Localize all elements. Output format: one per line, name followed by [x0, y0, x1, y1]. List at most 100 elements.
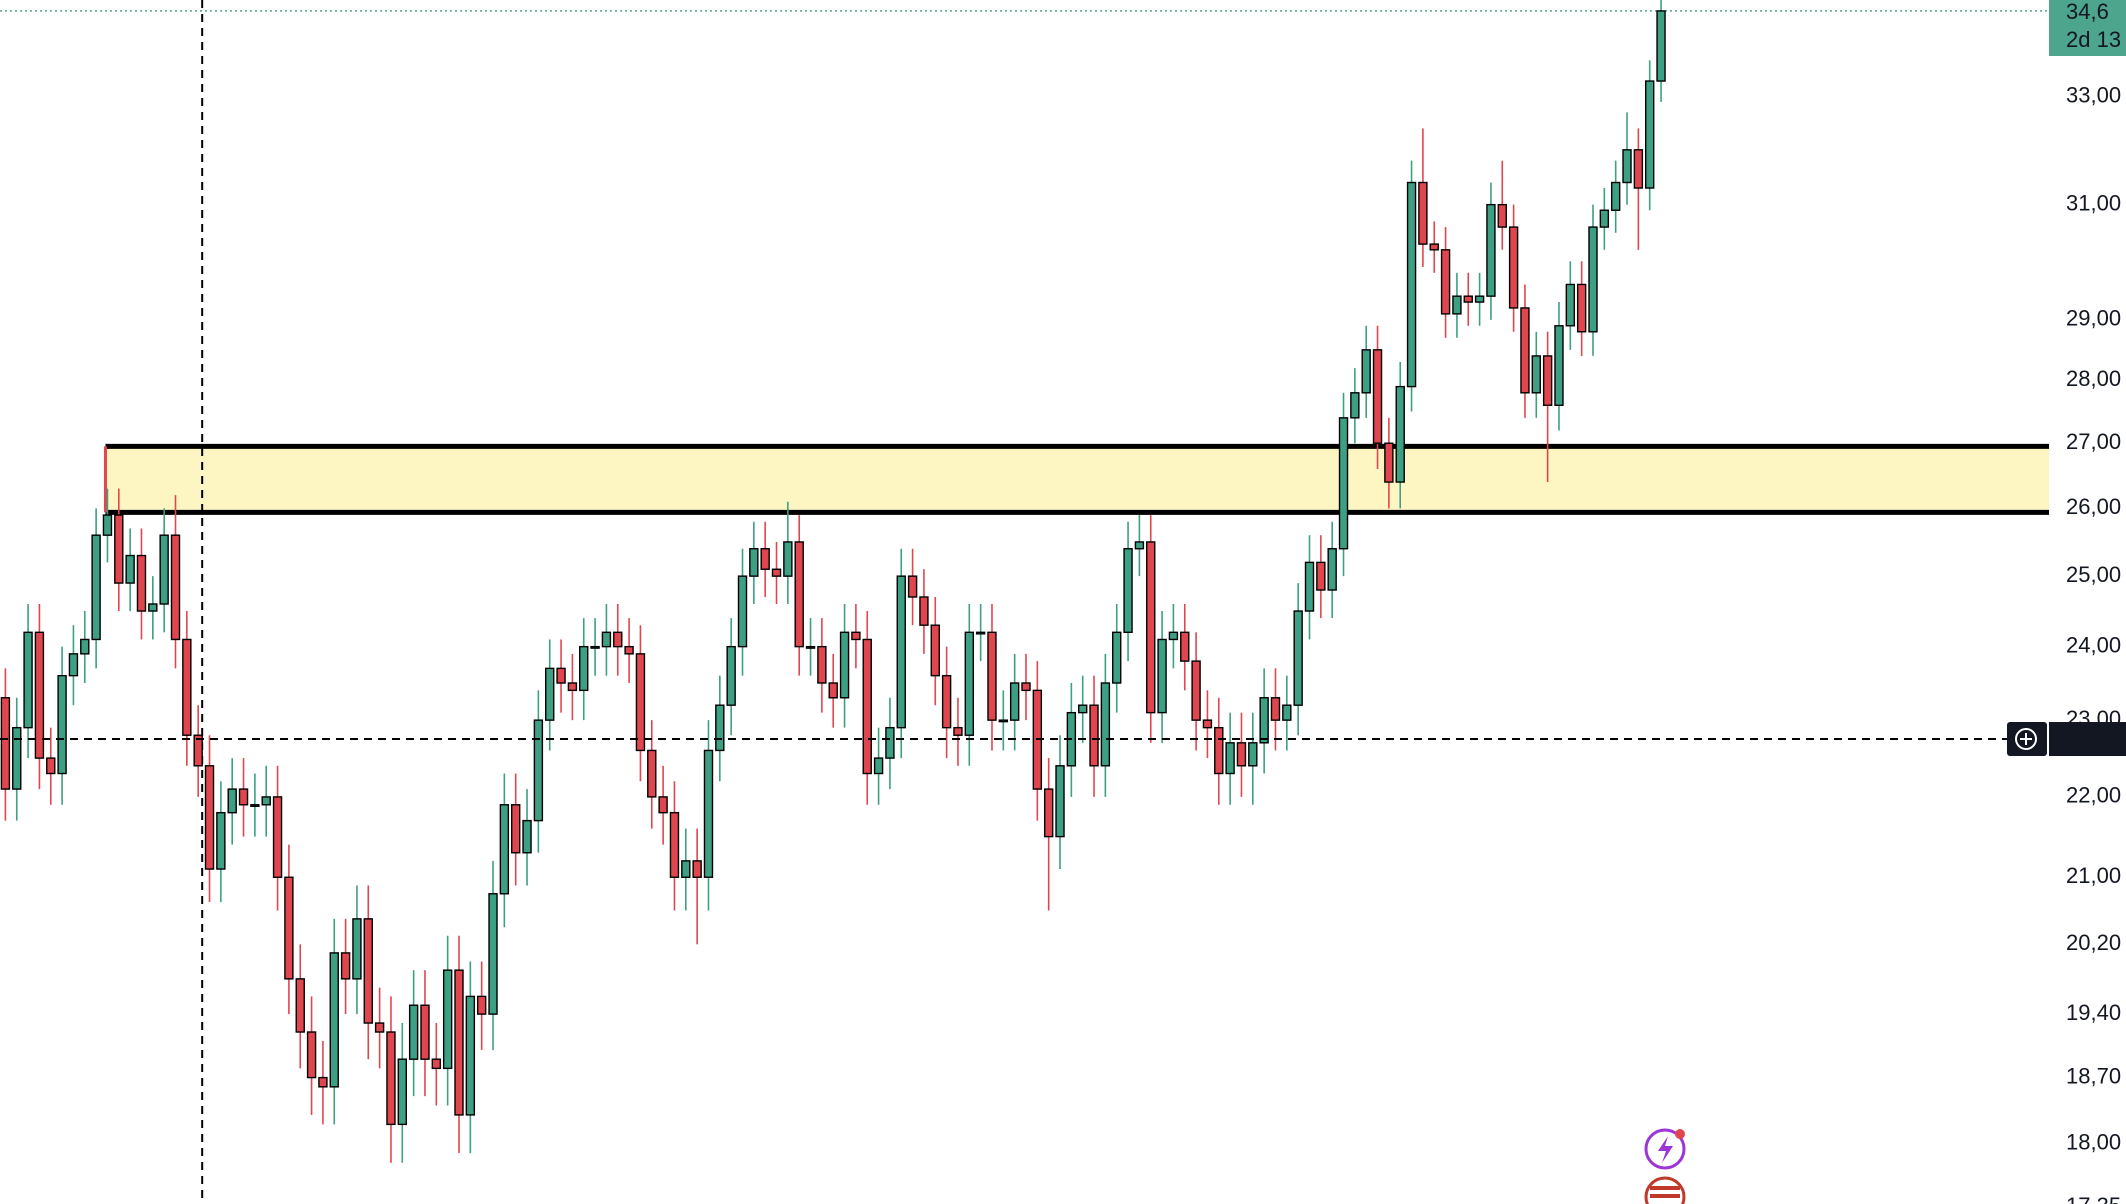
candle-body	[1123, 548, 1133, 634]
candle-body	[1497, 203, 1507, 228]
candle-body	[771, 568, 782, 577]
candle-body	[669, 811, 680, 878]
last-price-label: 34,6	[2066, 0, 2109, 24]
y-tick-label: 33,00	[2066, 82, 2121, 107]
candle-body	[363, 918, 373, 1024]
candle-body	[397, 1058, 407, 1126]
candle-body	[1610, 181, 1621, 211]
candle-body	[431, 1058, 442, 1070]
candle-body	[1214, 726, 1224, 775]
countdown-label: 2d 13	[2066, 27, 2121, 52]
candle-body	[1644, 80, 1655, 189]
axis-background	[2049, 0, 2126, 1204]
y-tick-label: 29,00	[2066, 306, 2121, 331]
candle-body	[204, 765, 215, 870]
candle-body	[454, 969, 464, 1116]
candle-body	[1418, 181, 1428, 245]
candle-body	[975, 631, 986, 635]
candle-body	[352, 918, 362, 980]
y-tick-label: 18,70	[2066, 1063, 2121, 1088]
candle-body	[715, 704, 725, 752]
candle-body	[1599, 209, 1610, 228]
candle-body	[998, 719, 1009, 723]
candle-body	[216, 811, 226, 870]
y-tick-label: 26,00	[2066, 494, 2121, 519]
bottom-icons	[1644, 1128, 1686, 1204]
y-tick-label: 18,00	[2066, 1129, 2121, 1154]
candle-body	[794, 541, 804, 648]
candle-body	[987, 631, 997, 721]
candle-body	[1009, 682, 1020, 721]
candle-body	[1588, 226, 1598, 333]
candle-body	[703, 749, 714, 878]
candle-body	[635, 653, 646, 752]
candle-body	[114, 514, 124, 584]
candle-body	[1474, 295, 1485, 303]
candle-body	[1236, 742, 1247, 767]
flag-stripe	[1650, 1194, 1680, 1198]
candle-body	[1452, 295, 1462, 315]
candle-body	[896, 575, 906, 729]
candle-body	[851, 631, 861, 641]
candle-body	[386, 1031, 396, 1126]
candle-body	[1384, 442, 1394, 483]
candle-body	[238, 788, 249, 806]
crosshair-plus	[2020, 733, 2032, 746]
candle-body	[1168, 631, 1179, 641]
candle-body	[647, 749, 657, 798]
candle-body	[34, 631, 45, 759]
candle-body	[953, 726, 963, 736]
candle-body	[182, 638, 192, 736]
candle-body	[329, 952, 339, 1088]
candle-body	[522, 819, 532, 854]
y-tick-label: 20,20	[2066, 930, 2121, 955]
candle-body	[488, 893, 498, 1015]
candle-body	[930, 624, 940, 677]
candle-body	[545, 667, 555, 721]
candle-body	[1327, 548, 1337, 591]
candle-body	[295, 978, 305, 1033]
candle-body	[567, 682, 578, 692]
candle-body	[340, 952, 351, 980]
candle-body	[1270, 697, 1281, 721]
candle-body	[1202, 719, 1213, 729]
candle-body	[658, 796, 668, 814]
flag-icon[interactable]	[1644, 1176, 1686, 1204]
candle-body	[839, 631, 850, 699]
candle-body	[805, 645, 816, 649]
y-tick-label: 27,00	[2066, 429, 2121, 454]
candle-body	[1100, 682, 1111, 767]
candle-body	[465, 995, 476, 1116]
candle-body	[250, 804, 260, 807]
candle-body	[23, 631, 33, 729]
candle-body	[1282, 704, 1292, 721]
candle-body	[1180, 631, 1190, 662]
candle-body	[873, 757, 884, 775]
candle-body	[1395, 385, 1405, 483]
candle-body	[1157, 638, 1167, 714]
candle-body	[46, 757, 56, 775]
candle-body	[1429, 243, 1439, 251]
candle-body	[57, 674, 67, 775]
candle-body	[136, 554, 147, 612]
candle-body	[941, 674, 952, 729]
candle-body	[499, 804, 510, 895]
candle-body	[1406, 181, 1417, 388]
alert-dot	[1675, 1129, 1685, 1139]
candle-body	[1531, 355, 1542, 394]
candle-body	[579, 645, 589, 692]
candle-body	[862, 638, 872, 775]
candle-body	[1542, 355, 1553, 406]
zone	[105, 446, 2050, 513]
candle-body	[907, 575, 918, 598]
candle-body	[1021, 682, 1031, 692]
candle-body	[964, 631, 974, 736]
candle-body	[12, 726, 22, 790]
candle-body	[1576, 283, 1587, 333]
plot-area	[0, 0, 2050, 1204]
candle-body	[624, 645, 634, 655]
candle-body	[1361, 349, 1371, 394]
candle-body	[1633, 149, 1644, 189]
candle-body	[1520, 307, 1530, 394]
